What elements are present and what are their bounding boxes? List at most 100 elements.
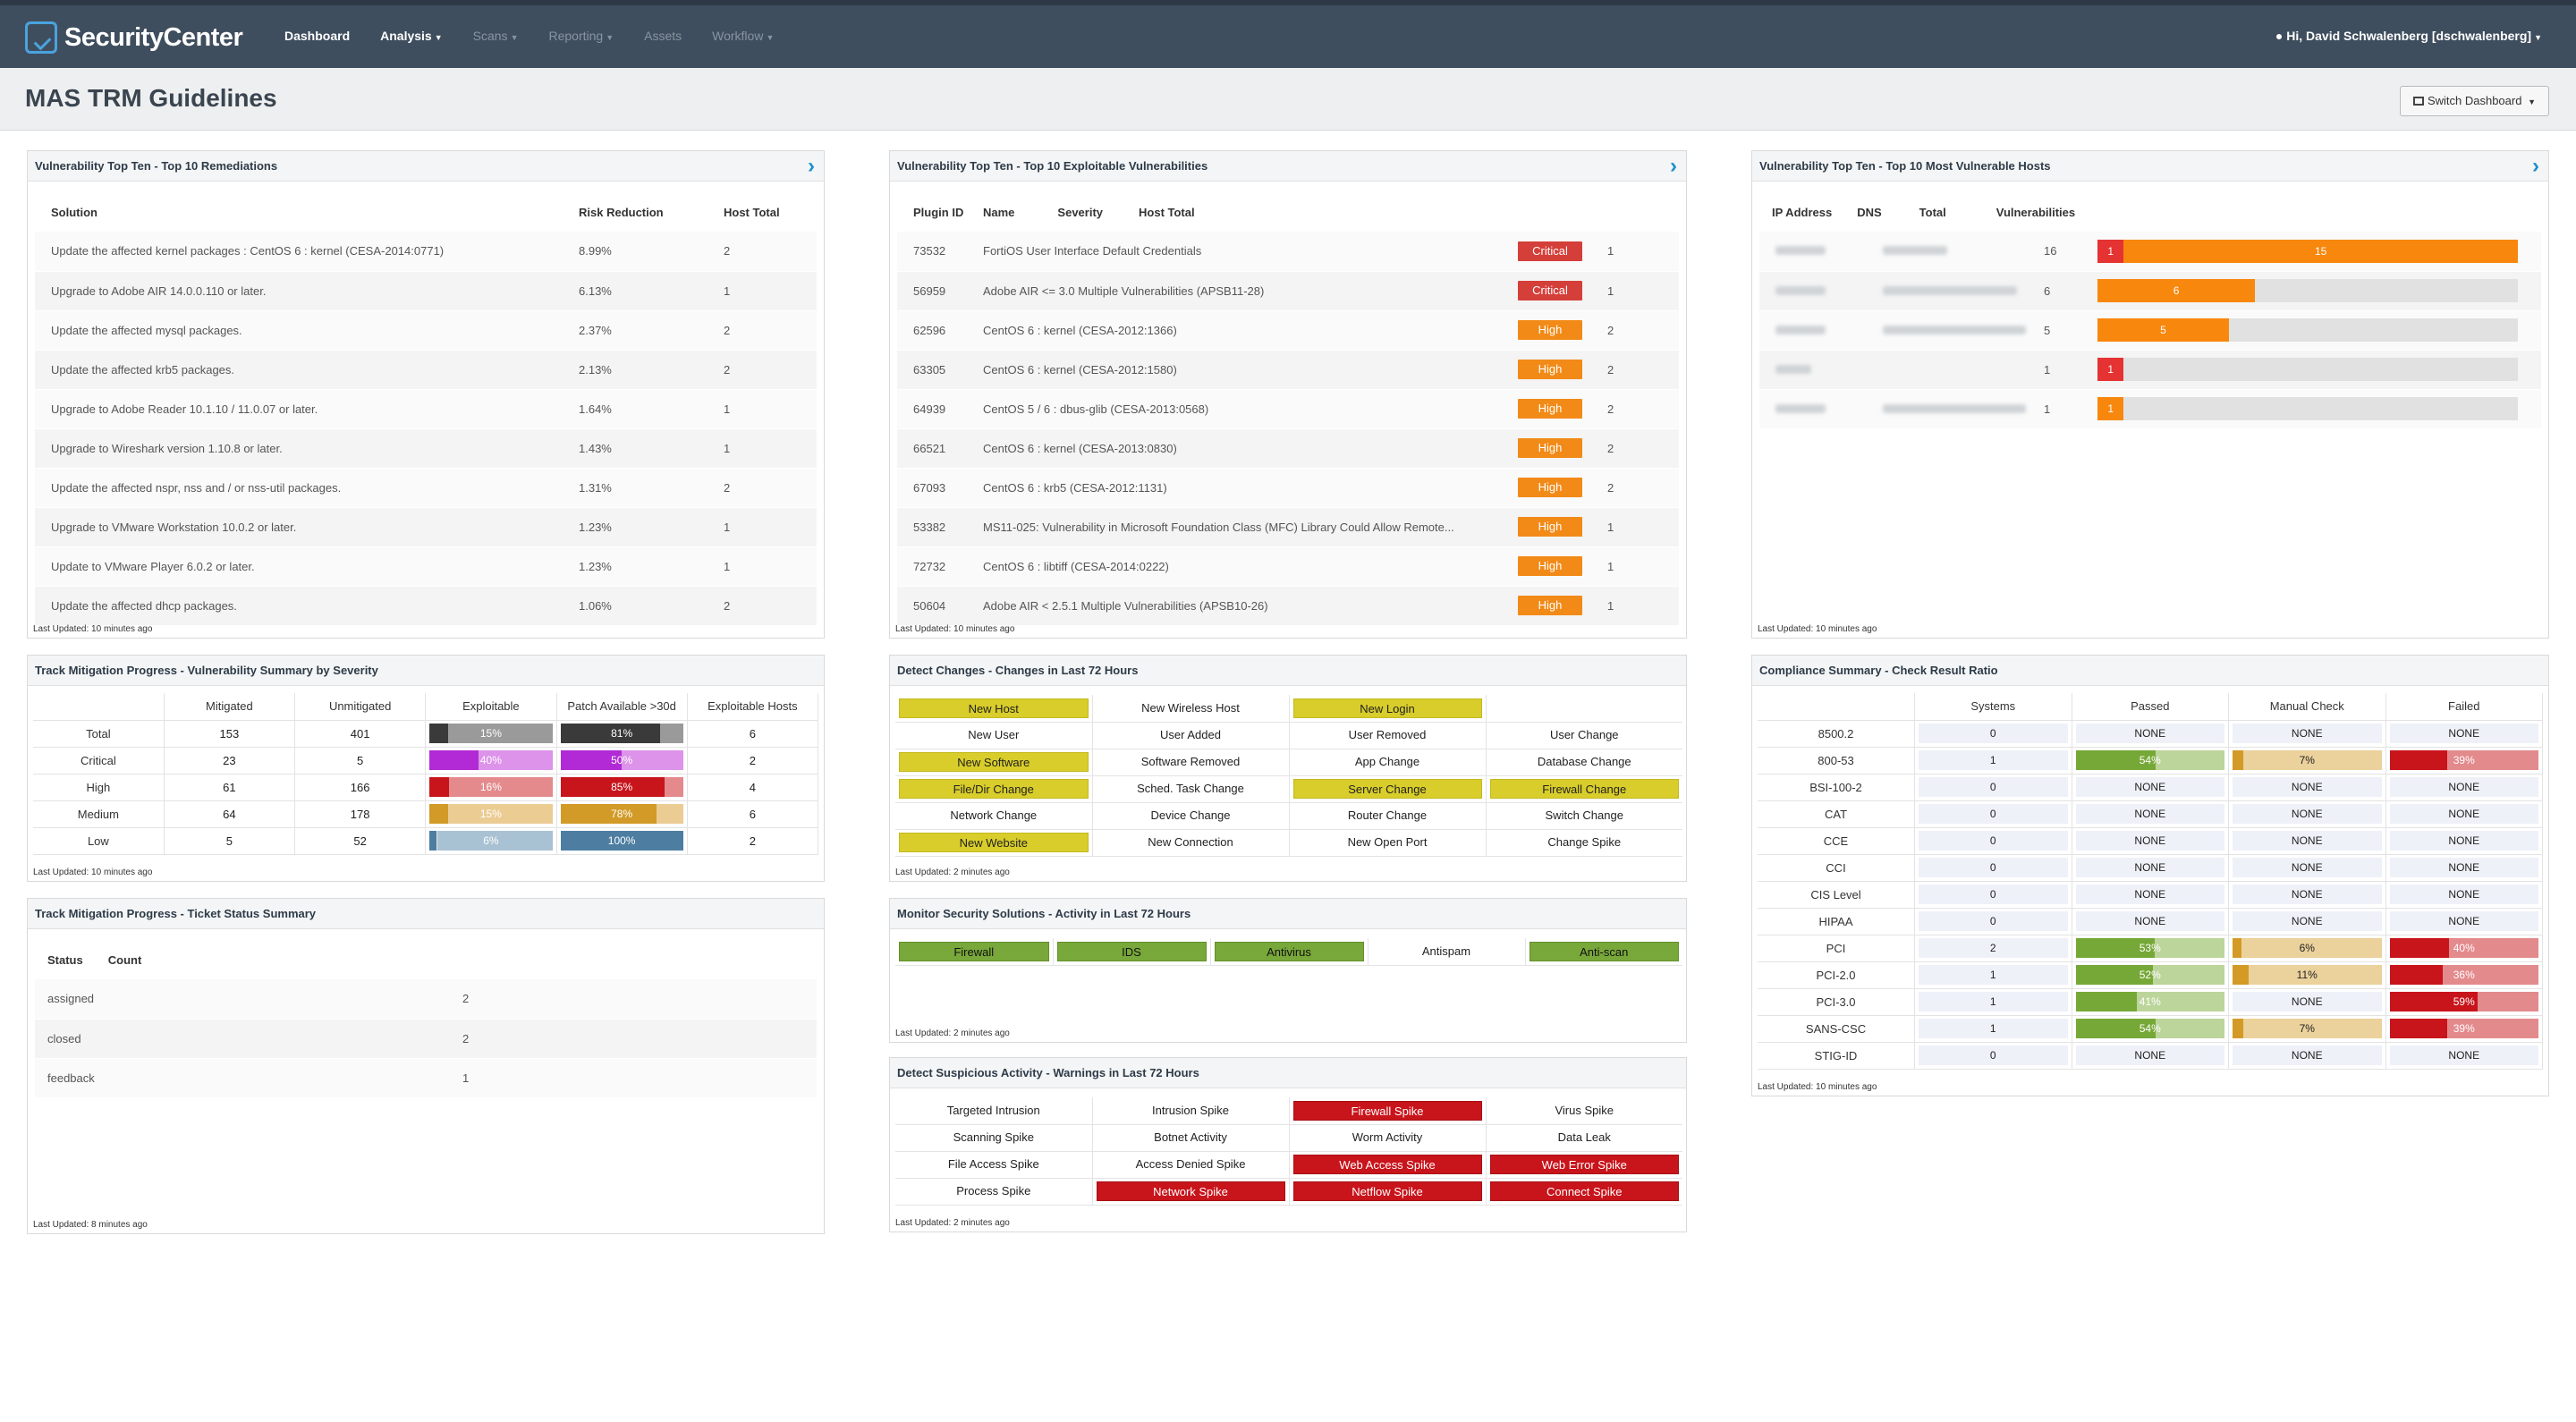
table-row[interactable]: 16 1 15: [1759, 232, 2541, 272]
indicator-firewall[interactable]: Firewall: [899, 941, 1049, 961]
indicator-new-open-port[interactable]: New Open Port: [1347, 835, 1428, 849]
table-row[interactable]: Total 153 401 15% 81% 6: [33, 720, 819, 748]
table-row[interactable]: Update the affected dhcp packages. 1.06% 2: [35, 586, 817, 626]
table-row[interactable]: CCE 0 NONE NONE NONE: [1758, 827, 2543, 855]
chevron-right-icon[interactable]: ›: [1670, 154, 1677, 178]
indicator-virus-spike[interactable]: Virus Spike: [1555, 1103, 1614, 1117]
indicator-firewall-spike[interactable]: Firewall Spike: [1292, 1100, 1482, 1121]
table-row[interactable]: 50604 Adobe AIR < 2.5.1 Multiple Vulnerab…: [897, 586, 1679, 626]
app-logo[interactable]: SecurityCenter: [25, 20, 243, 55]
indicator-server-change[interactable]: Server Change: [1292, 779, 1482, 799]
indicator-empty[interactable]: [1490, 698, 1680, 718]
table-row[interactable]: 53382 MS11-025: Vulnerability in Microsof…: [897, 507, 1679, 547]
indicator-antispam[interactable]: Antispam: [1421, 944, 1471, 958]
table-row[interactable]: Low 5 52 6% 100% 2: [33, 827, 819, 855]
table-row[interactable]: PCI-3.0 1 41% NONE 59%: [1758, 988, 2543, 1016]
indicator-network-change[interactable]: Network Change: [950, 808, 1038, 822]
nav-workflow[interactable]: Workflow ▼: [712, 29, 775, 43]
indicator-change-spike[interactable]: Change Spike: [1547, 835, 1622, 849]
indicator-antivirus[interactable]: Antivirus: [1214, 941, 1364, 961]
nav-scans[interactable]: Scans ▼: [472, 29, 519, 43]
table-row[interactable]: SANS-CSC 1 54% 7% 39%: [1758, 1015, 2543, 1043]
indicator-botnet-activity[interactable]: Botnet Activity: [1154, 1130, 1227, 1144]
table-row[interactable]: Upgrade to VMware Workstation 10.0.2 or …: [35, 507, 817, 547]
indicator-data-leak[interactable]: Data Leak: [1557, 1130, 1611, 1144]
table-row[interactable]: STIG-ID 0 NONE NONE NONE: [1758, 1042, 2543, 1070]
indicator-new-software[interactable]: New Software: [899, 752, 1089, 772]
table-row[interactable]: CCI 0 NONE NONE NONE: [1758, 854, 2543, 882]
table-row[interactable]: Medium 64 178 15% 78% 6: [33, 800, 819, 828]
indicator-connect-spike[interactable]: Connect Spike: [1489, 1181, 1679, 1201]
table-row[interactable]: 56959 Adobe AIR <= 3.0 Multiple Vulnerabi…: [897, 271, 1679, 311]
table-row[interactable]: assigned 2: [35, 979, 817, 1020]
table-row[interactable]: Update the affected kernel packages : Ce…: [35, 232, 817, 272]
indicator-device-change[interactable]: Device Change: [1150, 808, 1231, 822]
table-row[interactable]: PCI 2 53% 6% 40%: [1758, 935, 2543, 962]
indicator-new-host[interactable]: New Host: [899, 698, 1089, 718]
user-menu[interactable]: ● Hi, David Schwalenberg [dschwalenberg]…: [2275, 29, 2542, 43]
table-row[interactable]: 8500.2 0 NONE NONE NONE: [1758, 720, 2543, 748]
table-row[interactable]: CAT 0 NONE NONE NONE: [1758, 800, 2543, 828]
nav-dashboard[interactable]: Dashboard: [284, 29, 351, 43]
table-row[interactable]: PCI-2.0 1 52% 11% 36%: [1758, 961, 2543, 989]
chevron-right-icon[interactable]: ›: [2532, 154, 2539, 178]
chevron-right-icon[interactable]: ›: [808, 154, 815, 178]
table-row[interactable]: CIS Level 0 NONE NONE NONE: [1758, 881, 2543, 909]
table-row[interactable]: 73532 FortiOS User Interface Default Cred…: [897, 232, 1679, 272]
table-row[interactable]: Update to VMware Player 6.0.2 or later. 1…: [35, 546, 817, 587]
indicator-intrusion-spike[interactable]: Intrusion Spike: [1152, 1103, 1229, 1117]
indicator-new-website[interactable]: New Website: [899, 833, 1089, 852]
indicator-worm-activity[interactable]: Worm Activity: [1352, 1130, 1423, 1144]
switch-dashboard-button[interactable]: Switch Dashboard ▼: [2399, 86, 2549, 116]
table-row[interactable]: Critical 23 5 40% 50% 2: [33, 747, 819, 774]
nav-assets[interactable]: Assets: [644, 29, 682, 43]
table-row[interactable]: Update the affected nspr, nss and / or n…: [35, 468, 817, 508]
indicator-targeted-intrusion[interactable]: Targeted Intrusion: [946, 1103, 1040, 1117]
indicator-ids[interactable]: IDS: [1056, 941, 1207, 961]
nav-reporting[interactable]: Reporting ▼: [548, 29, 614, 43]
indicator-database-change[interactable]: Database Change: [1537, 755, 1631, 768]
indicator-user-removed[interactable]: User Removed: [1348, 728, 1427, 741]
table-row[interactable]: 66521 CentOS 6 : kernel (CESA-2013:0830) H…: [897, 428, 1679, 469]
nav-analysis[interactable]: Analysis ▼: [380, 29, 443, 43]
indicator-router-change[interactable]: Router Change: [1347, 808, 1428, 822]
indicator-web-access-spike[interactable]: Web Access Spike: [1292, 1155, 1482, 1174]
indicator-app-change[interactable]: App Change: [1354, 755, 1420, 768]
indicator-netflow-spike[interactable]: Netflow Spike: [1292, 1181, 1482, 1201]
table-row[interactable]: 63305 CentOS 6 : kernel (CESA-2012:1580) H…: [897, 350, 1679, 390]
table-row[interactable]: BSI-100-2 0 NONE NONE NONE: [1758, 774, 2543, 801]
table-row[interactable]: Update the affected krb5 packages. 2.13% 2: [35, 350, 817, 390]
table-row[interactable]: feedback 1: [35, 1058, 817, 1098]
indicator-new-connection[interactable]: New Connection: [1148, 835, 1233, 849]
indicator-access-denied-spike[interactable]: Access Denied Spike: [1135, 1157, 1246, 1171]
table-row[interactable]: closed 2: [35, 1019, 817, 1059]
indicator-firewall-change[interactable]: Firewall Change: [1489, 779, 1679, 799]
table-row[interactable]: High 61 166 16% 85% 4: [33, 774, 819, 801]
indicator-scanning-spike[interactable]: Scanning Spike: [953, 1130, 1034, 1144]
indicator-file-access-spike[interactable]: File Access Spike: [947, 1157, 1039, 1171]
indicator-user-added[interactable]: User Added: [1160, 728, 1221, 741]
indicator-network-spike[interactable]: Network Spike: [1096, 1181, 1285, 1201]
indicator-process-spike[interactable]: Process Spike: [956, 1184, 1031, 1198]
indicator-user-change[interactable]: User Change: [1549, 728, 1619, 741]
indicator-anti-scan[interactable]: Anti-scan: [1529, 941, 1679, 961]
table-row[interactable]: 800-53 1 54% 7% 39%: [1758, 747, 2543, 774]
indicator-web-error-spike[interactable]: Web Error Spike: [1489, 1155, 1679, 1174]
table-row[interactable]: 64939 CentOS 5 / 6 : dbus-glib (CESA-2013…: [897, 389, 1679, 429]
table-row[interactable]: 62596 CentOS 6 : kernel (CESA-2012:1366) H…: [897, 310, 1679, 351]
table-row[interactable]: HIPAA 0 NONE NONE NONE: [1758, 908, 2543, 935]
table-row[interactable]: Upgrade to Wireshark version 1.10.8 or l…: [35, 428, 817, 469]
indicator-file-dir-change[interactable]: File/Dir Change: [899, 779, 1089, 799]
table-row[interactable]: Upgrade to Adobe Reader 10.1.10 / 11.0.0…: [35, 389, 817, 429]
table-row[interactable]: 67093 CentOS 6 : krb5 (CESA-2012:1131) Hig…: [897, 468, 1679, 508]
table-row[interactable]: 72732 CentOS 6 : libtiff (CESA-2014:0222)…: [897, 546, 1679, 587]
indicator-new-user[interactable]: New User: [968, 728, 1020, 741]
indicator-switch-change[interactable]: Switch Change: [1545, 808, 1623, 822]
table-row[interactable]: Update the affected mysql packages. 2.37%…: [35, 310, 817, 351]
indicator-software-removed[interactable]: Software Removed: [1140, 755, 1241, 768]
indicator-new-wireless-host[interactable]: New Wireless Host: [1141, 700, 1240, 715]
